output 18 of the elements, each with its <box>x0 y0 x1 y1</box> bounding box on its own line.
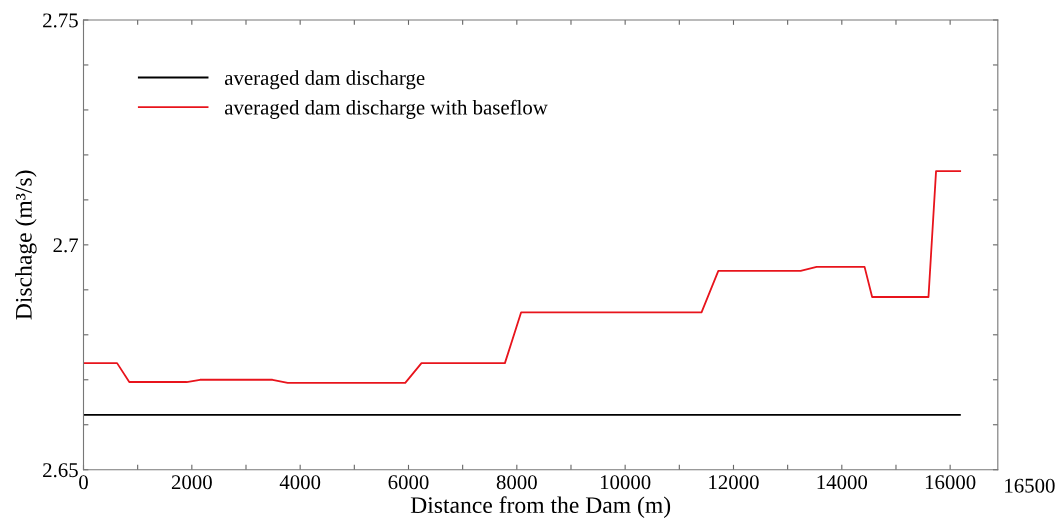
x-tick-label: 14000 <box>817 475 868 490</box>
x-tick-label: 8000 <box>496 475 537 490</box>
line-series <box>83 170 962 384</box>
y-tick-label: 2.75 <box>43 13 78 28</box>
x-tick-label: 10000 <box>600 475 651 490</box>
legend-label: averaged dam discharge <box>224 70 425 90</box>
x-tick-label: 16000 <box>925 475 976 490</box>
y-tick-label: 2.65 <box>43 463 78 478</box>
x-tick-label: 6000 <box>388 475 429 490</box>
x-tick-label: 4000 <box>279 475 321 490</box>
x-tick-label: 2000 <box>171 475 212 490</box>
x-axis-title: Distance from the Dam (m) <box>410 496 671 518</box>
y-axis-title: Dischage (m³/s) <box>15 170 37 320</box>
text: 16500 <box>1005 478 1055 493</box>
legend-label: averaged dam discharge with baseflow <box>224 99 548 119</box>
y-tick-label: 2.7 <box>53 238 79 253</box>
x-tick-label: 12000 <box>709 475 759 490</box>
x-tick-label: 0 <box>79 475 88 490</box>
